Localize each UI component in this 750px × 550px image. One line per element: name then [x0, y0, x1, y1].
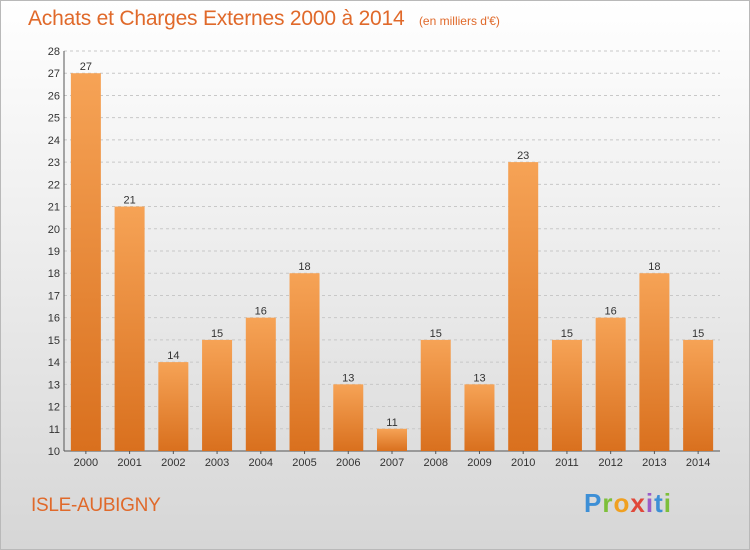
bar[interactable]: [639, 273, 670, 451]
y-tick-label: 21: [48, 202, 60, 214]
y-tick-label: 27: [48, 68, 60, 80]
bar-value-label: 16: [605, 306, 617, 318]
bar-value-label: 18: [298, 261, 310, 273]
bar-value-label: 14: [167, 350, 179, 362]
bar[interactable]: [158, 362, 189, 451]
y-tick-label: 19: [48, 246, 60, 258]
bar[interactable]: [202, 339, 233, 451]
bar-value-label: 13: [473, 372, 485, 384]
brand-logo-letter: i: [663, 488, 672, 518]
bar[interactable]: [464, 384, 495, 451]
y-tick-label: 28: [48, 46, 60, 58]
brand-logo-letter: i: [645, 488, 655, 518]
bar[interactable]: [508, 162, 539, 451]
bar[interactable]: [595, 317, 626, 451]
bar[interactable]: [377, 428, 407, 451]
bar[interactable]: [245, 317, 276, 451]
bar-value-label: 11: [386, 417, 397, 429]
bar-value-label: 23: [517, 150, 529, 162]
bar[interactable]: [333, 384, 364, 451]
y-tick-label: 16: [48, 313, 60, 325]
title-row: Achats et Charges Externes 2000 à 2014 (…: [28, 7, 500, 31]
bar-layer: [70, 73, 714, 451]
y-tick-label: 13: [48, 379, 60, 391]
x-tick-label: 2002: [161, 457, 185, 469]
y-tick-label: 25: [48, 113, 60, 125]
brand-logo-letter: P: [584, 488, 603, 518]
label-layer: 27 21 14 15 16 18 13 11 15 13 23 15 16 18 15: [80, 61, 705, 429]
x-tick-label: 2014: [686, 457, 710, 469]
x-tick-label: 2008: [423, 457, 447, 469]
y-tick-label: 22: [48, 179, 60, 191]
x-tick-label: 2005: [292, 457, 316, 469]
bar[interactable]: [70, 73, 101, 451]
bar[interactable]: [114, 206, 145, 451]
y-tick-label: 12: [48, 402, 60, 414]
x-tick-label: 2007: [380, 457, 404, 469]
x-tick-label: 2004: [249, 457, 273, 469]
y-tick-label: 17: [48, 290, 60, 302]
bar-value-label: 16: [255, 306, 267, 318]
bar-value-label: 18: [648, 261, 660, 273]
brand-logo-letter: t: [654, 488, 664, 518]
y-tick-label: 26: [48, 90, 60, 102]
brand-logo-letter: r: [602, 488, 614, 518]
y-tick-label: 14: [48, 357, 60, 369]
bar-value-label: 13: [342, 372, 354, 384]
bar-value-label: 21: [123, 195, 135, 207]
y-tick-label: 20: [48, 224, 60, 236]
bar[interactable]: [289, 273, 320, 451]
chart-unit: (en milliers d'€): [418, 14, 500, 28]
y-tick-label: 24: [48, 135, 60, 147]
x-tick-label: 2000: [74, 457, 98, 469]
x-tick-label: 2001: [117, 457, 141, 469]
y-tick-label: 11: [49, 424, 60, 436]
x-tick-label: 2013: [642, 457, 666, 469]
bar[interactable]: [551, 339, 582, 451]
bar[interactable]: [683, 339, 714, 451]
bar-value-label: 27: [80, 61, 92, 73]
x-tick-label: 2011: [555, 457, 579, 469]
brand-logo[interactable]: Proxiti: [584, 488, 672, 519]
y-tick-label: 18: [48, 268, 60, 280]
y-tick-label: 10: [48, 446, 60, 458]
bar[interactable]: [420, 339, 451, 451]
brand-logo-letter: o: [613, 488, 631, 518]
x-tick-label: 2010: [511, 457, 535, 469]
x-tick-label: 2009: [467, 457, 491, 469]
y-tick-label: 23: [48, 157, 60, 169]
brand-logo-letter: x: [630, 488, 646, 518]
y-tick-label: 15: [48, 335, 60, 347]
x-tick-label: 2012: [598, 457, 622, 469]
bar-value-label: 15: [692, 328, 704, 340]
x-tick-label: 2006: [336, 457, 360, 469]
bar-value-label: 15: [561, 328, 573, 340]
bar-value-label: 15: [211, 328, 223, 340]
location-label: ISLE-AUBIGNY: [31, 495, 161, 516]
chart-title: Achats et Charges Externes 2000 à 2014: [28, 7, 405, 30]
bar-value-label: 15: [430, 328, 442, 340]
x-tick-label: 2003: [205, 457, 229, 469]
